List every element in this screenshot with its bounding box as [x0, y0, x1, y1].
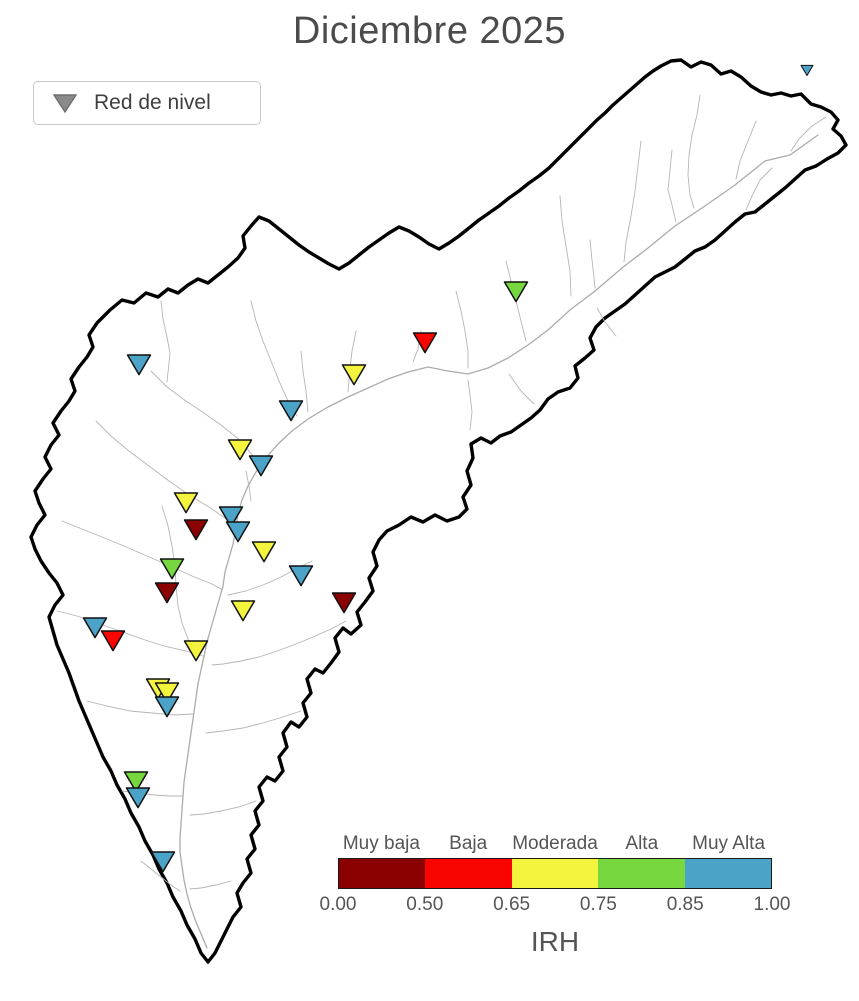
station-marker: [218, 506, 244, 528]
station-marker: [159, 558, 185, 580]
station-marker: [126, 354, 152, 376]
river-segment: [559, 195, 572, 297]
station-marker: [82, 617, 108, 639]
colorbar-class-label: Baja: [449, 833, 488, 854]
river-segment: [623, 140, 642, 263]
river-segment: [189, 800, 257, 816]
colorbar-tick: 0.85: [666, 894, 704, 915]
station-marker: [800, 64, 814, 77]
figure-title: Diciembre 2025: [292, 10, 567, 52]
colorbar-segment-baja: [425, 859, 512, 888]
station-marker: [248, 455, 274, 477]
river-segment: [508, 373, 535, 405]
river-segment: [687, 94, 701, 209]
legend-triangle-icon: [52, 94, 78, 114]
station-marker: [341, 364, 367, 386]
station-marker: [225, 521, 251, 543]
river-segment: [56, 610, 204, 657]
station-marker: [412, 332, 438, 354]
station-marker: [100, 630, 126, 652]
colorbar-class-label: Muy baja: [342, 833, 420, 854]
colorbar-ticks: 0.00 0.50 0.65 0.75 0.85 1.00: [320, 894, 791, 918]
river-segment: [735, 120, 757, 180]
river-segment: [95, 420, 229, 521]
station-marker: [503, 281, 529, 303]
station-marker: [183, 640, 209, 662]
river-segment: [596, 307, 617, 337]
station-marker: [230, 600, 256, 622]
station-markers: [82, 64, 814, 873]
colorbar-tick: 1.00: [753, 894, 791, 915]
river-segment: [347, 330, 357, 393]
colorbar-tick: 0.65: [493, 894, 531, 915]
station-marker: [251, 541, 277, 563]
colorbar-tick: 0.00: [319, 894, 357, 915]
station-marker: [150, 851, 176, 873]
river-segment: [467, 379, 473, 431]
colorbar-tick: 0.75: [579, 894, 617, 915]
colorbar-segment-muy-alta: [684, 859, 772, 888]
river-segment: [205, 710, 302, 734]
river-segment: [455, 290, 469, 369]
colorbar-title: IRH: [530, 926, 580, 957]
river-segment: [300, 350, 309, 413]
river-segment: [86, 700, 194, 716]
river-segment: [589, 239, 596, 289]
river-segment: [745, 167, 773, 211]
river-segment: [211, 620, 347, 666]
colorbar: Muy baja Baja Moderada Alta Muy Alta 0.0…: [320, 833, 791, 958]
colorbar-class-label: Alta: [625, 833, 659, 854]
colorbar-segment-moderada: [511, 859, 599, 888]
station-marker: [173, 492, 199, 514]
colorbar-segment-muy-baja: [339, 859, 426, 888]
river-segment: [667, 149, 677, 223]
station-marker: [123, 771, 149, 793]
station-marker: [278, 400, 304, 422]
river-segment: [189, 880, 232, 890]
basin-boundary: [29, 58, 848, 964]
legend-box: Red de nivel: [33, 81, 261, 125]
river-segment: [61, 520, 222, 590]
river-network: [56, 94, 827, 949]
station-marker: [183, 519, 209, 541]
colorbar-class-label: Moderada: [512, 833, 598, 854]
river-segment: [790, 116, 827, 152]
legend-label: Red de nivel: [94, 91, 211, 114]
station-marker: [154, 682, 180, 704]
river-segment: [160, 300, 171, 383]
station-marker: [331, 592, 357, 614]
colorbar-class-labels: Muy baja Baja Moderada Alta Muy Alta: [338, 833, 772, 855]
station-marker: [154, 696, 180, 718]
station-marker: [154, 582, 180, 604]
station-marker: [125, 787, 151, 809]
river-segment: [245, 470, 252, 502]
station-marker: [227, 439, 253, 461]
colorbar-segment-alta: [598, 859, 685, 888]
colorbar-class-label: Muy Alta: [692, 833, 766, 854]
colorbar-bar: [338, 858, 772, 889]
river-segment: [140, 860, 181, 892]
station-marker: [288, 565, 314, 587]
river-segment: [150, 370, 263, 463]
colorbar-tick: 0.50: [406, 894, 444, 915]
